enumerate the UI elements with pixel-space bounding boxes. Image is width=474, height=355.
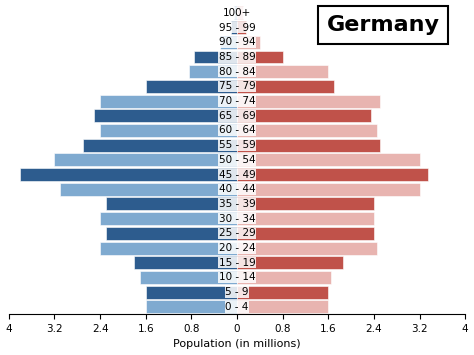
Text: 70 - 74: 70 - 74	[219, 96, 255, 106]
Bar	[237, 95, 380, 108]
Text: 45 - 49: 45 - 49	[219, 170, 255, 180]
Bar	[237, 241, 377, 255]
Bar	[231, 21, 237, 34]
Bar	[189, 65, 237, 78]
Bar	[237, 168, 428, 181]
Bar	[146, 286, 237, 299]
Bar	[237, 227, 374, 240]
Bar	[220, 36, 237, 49]
Bar	[237, 6, 243, 20]
Bar	[237, 139, 380, 152]
Text: 10 - 14: 10 - 14	[219, 272, 255, 283]
Bar	[60, 183, 237, 196]
Bar	[55, 153, 237, 166]
Bar	[237, 286, 328, 299]
Bar	[237, 271, 331, 284]
Text: 55 - 59: 55 - 59	[219, 140, 255, 150]
Text: 40 - 44: 40 - 44	[219, 184, 255, 194]
Text: 35 - 39: 35 - 39	[219, 199, 255, 209]
Bar	[106, 227, 237, 240]
Bar	[134, 256, 237, 269]
Bar	[237, 65, 328, 78]
Text: 20 - 24: 20 - 24	[219, 243, 255, 253]
Bar	[100, 95, 237, 108]
Bar	[237, 153, 419, 166]
Bar	[140, 271, 237, 284]
Bar	[237, 36, 260, 49]
Bar	[237, 300, 328, 313]
Text: 80 - 84: 80 - 84	[219, 67, 255, 77]
Bar	[106, 197, 237, 211]
Text: 25 - 29: 25 - 29	[219, 228, 255, 238]
Text: 85 - 89: 85 - 89	[219, 52, 255, 62]
Bar	[100, 212, 237, 225]
Bar	[20, 168, 237, 181]
Bar	[237, 124, 377, 137]
Text: 90 - 94: 90 - 94	[219, 37, 255, 47]
Text: 100+: 100+	[223, 8, 251, 18]
Text: 65 - 69: 65 - 69	[219, 111, 255, 121]
Text: 50 - 54: 50 - 54	[219, 155, 255, 165]
Text: 95 - 99: 95 - 99	[219, 23, 255, 33]
Bar	[146, 300, 237, 313]
Text: 60 - 64: 60 - 64	[219, 125, 255, 136]
Bar	[237, 80, 334, 93]
Text: 0 - 4: 0 - 4	[225, 302, 249, 312]
Bar	[100, 241, 237, 255]
Text: 15 - 19: 15 - 19	[219, 258, 255, 268]
Bar	[194, 50, 237, 64]
X-axis label: Population (in millions): Population (in millions)	[173, 339, 301, 349]
Bar	[83, 139, 237, 152]
Bar	[100, 124, 237, 137]
Bar	[237, 197, 374, 211]
Text: 5 - 9: 5 - 9	[225, 287, 249, 297]
Bar	[234, 6, 237, 20]
Bar	[237, 256, 343, 269]
Bar	[237, 212, 374, 225]
Bar	[146, 80, 237, 93]
Bar	[94, 109, 237, 122]
Text: 30 - 34: 30 - 34	[219, 214, 255, 224]
Bar	[237, 50, 283, 64]
Text: Germany: Germany	[327, 15, 439, 35]
Bar	[237, 21, 246, 34]
Text: 75 - 79: 75 - 79	[219, 81, 255, 91]
Bar	[237, 109, 371, 122]
Bar	[237, 183, 419, 196]
